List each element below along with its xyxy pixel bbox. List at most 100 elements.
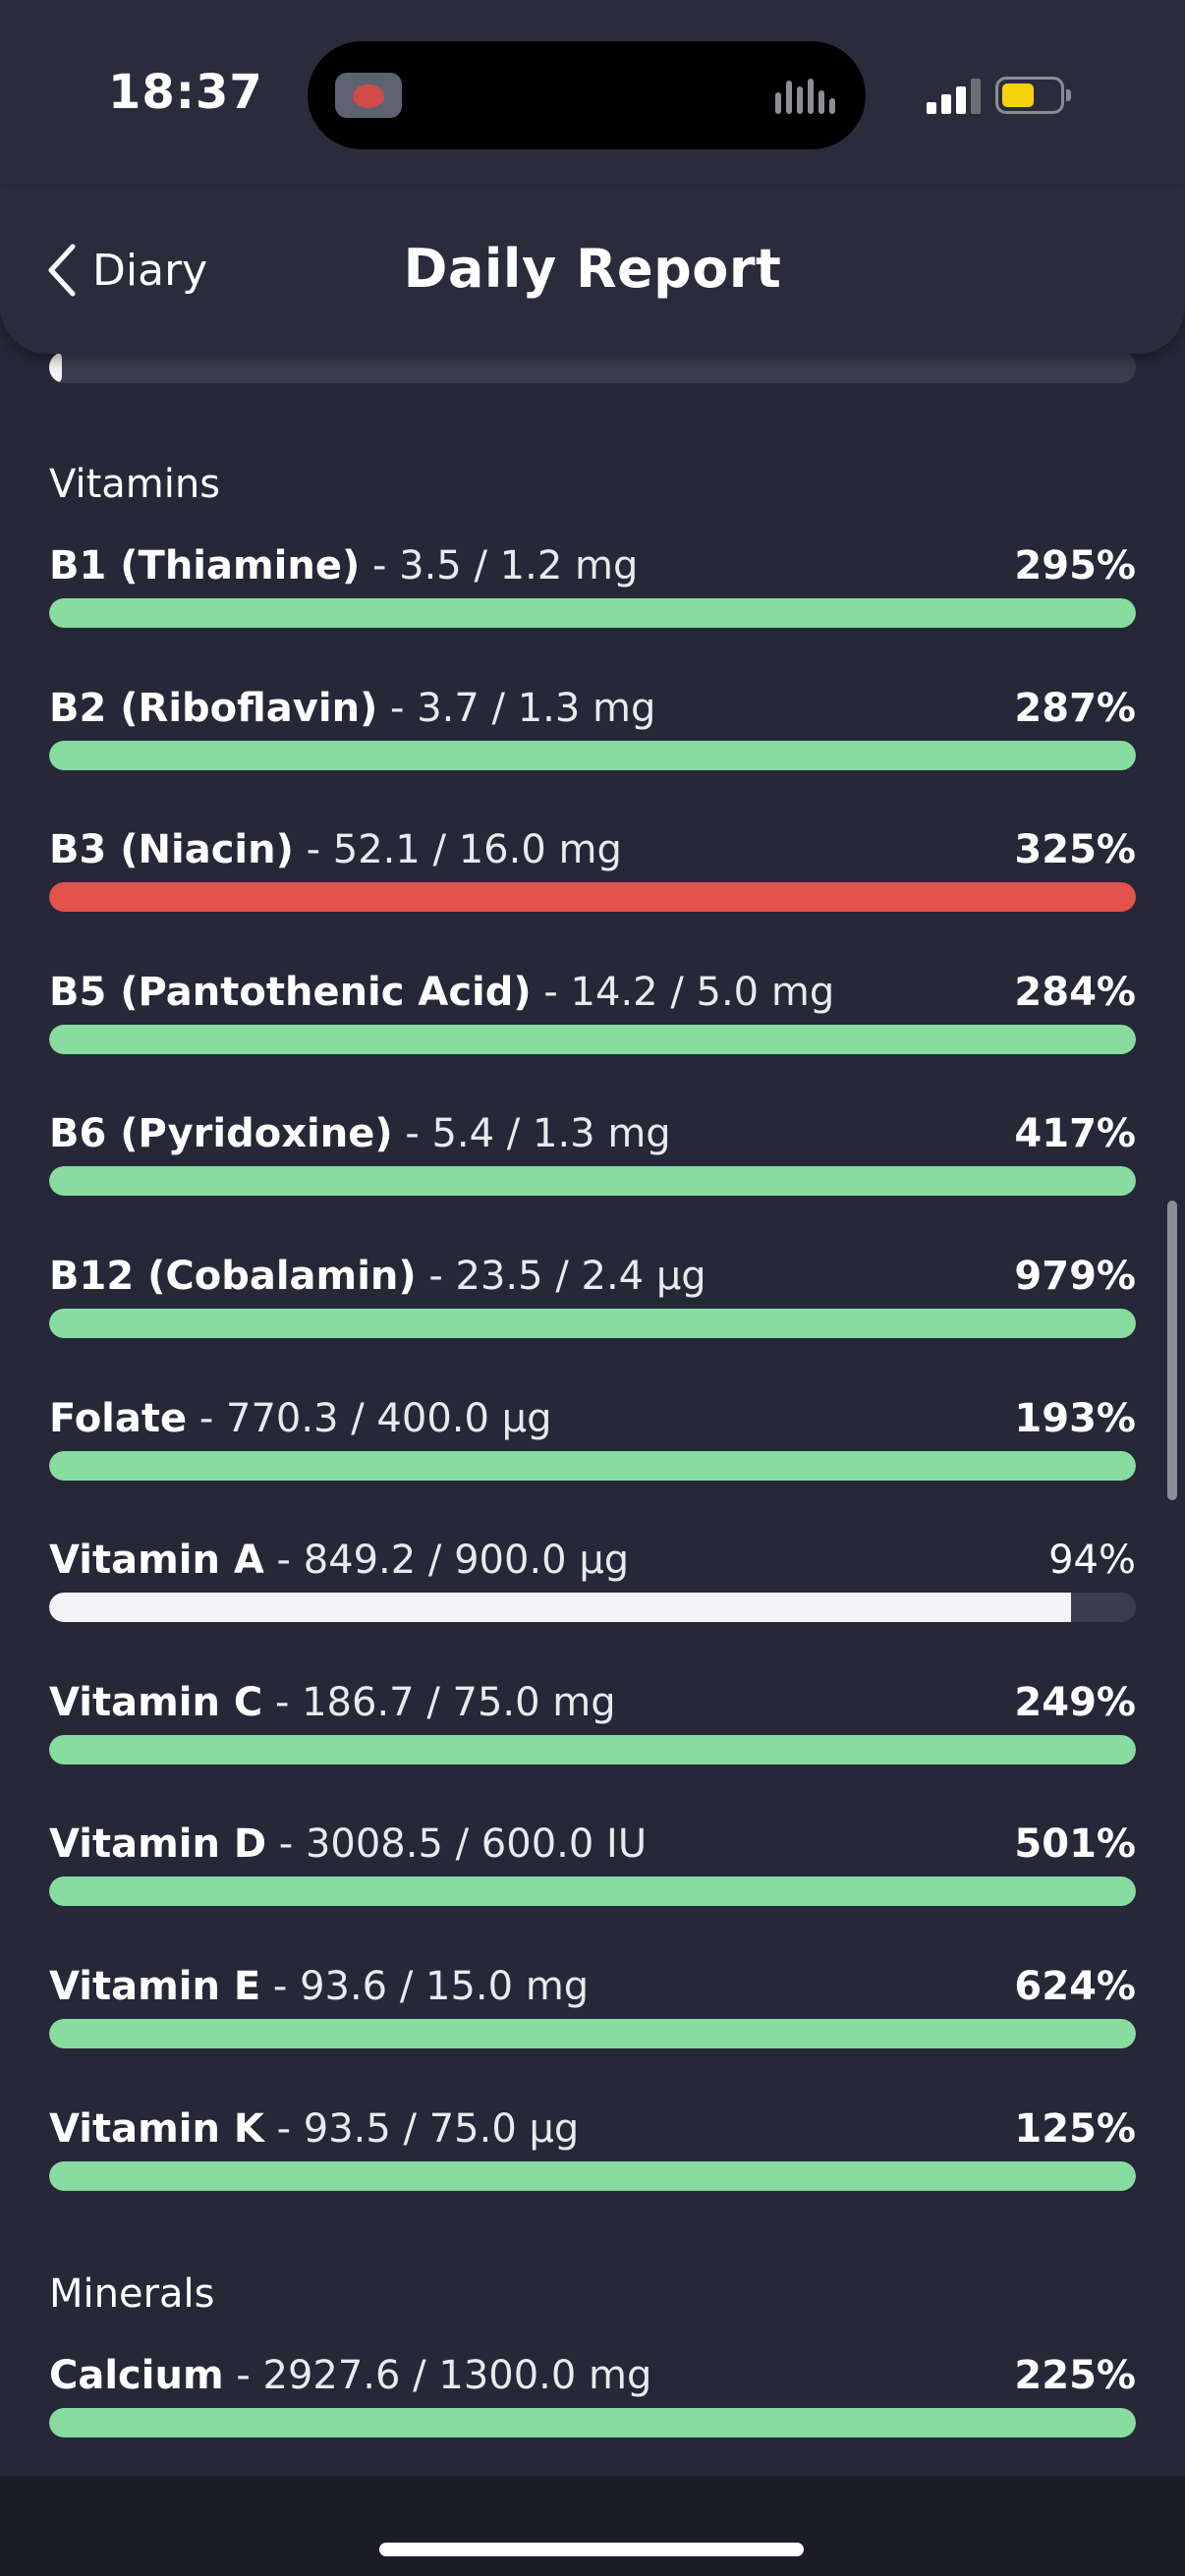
nutrient-row[interactable]: Vitamin D - 3008.5 / 600.0 IU 501% [49, 1821, 1136, 1920]
nutrient-percent: 193% [1014, 1395, 1136, 1441]
nutrient-row[interactable]: B2 (Riboflavin) - 3.7 / 1.3 mg 287% [49, 686, 1136, 784]
nutrient-label: Calcium - 2927.6 / 1300.0 mg [49, 2353, 651, 2398]
nutrient-row[interactable]: B3 (Niacin) - 52.1 / 16.0 mg 325% [49, 827, 1136, 925]
section-heading-vitamins: Vitamins [49, 462, 221, 507]
nutrient-amount: - 93.6 / 15.0 mg [260, 1964, 590, 2009]
page-title: Daily Report [403, 238, 782, 300]
nutrient-name: Vitamin D [49, 1821, 267, 1868]
nutrient-label: B3 (Niacin) - 52.1 / 16.0 mg [49, 827, 622, 872]
nutrient-amount: - 14.2 / 5.0 mg [531, 969, 835, 1015]
progress-bar [49, 1450, 1136, 1481]
progress-bar [49, 1734, 1136, 1764]
nutrient-amount: - 2927.6 / 1300.0 mg [223, 2353, 652, 2398]
progress-bar [49, 2019, 1136, 2048]
nutrient-amount: - 849.2 / 900.0 µg [263, 1538, 630, 1584]
nutrient-row[interactable]: Folate - 770.3 / 400.0 µg 193% [49, 1396, 1136, 1494]
status-bar: 18:37 [0, 0, 1185, 187]
nutrient-name: B2 (Riboflavin) [49, 685, 378, 731]
progress-fill [49, 2160, 1136, 2191]
progress-fill [49, 1593, 1071, 1623]
nutrient-percent: 979% [1014, 1254, 1136, 1299]
progress-bar [49, 2408, 1136, 2437]
nutrient-row[interactable]: B5 (Pantothenic Acid) - 14.2 / 5.0 mg 284… [49, 970, 1136, 1068]
nutrient-name: B12 (Cobalamin) [49, 1254, 417, 1299]
progress-fill [49, 1876, 1136, 1907]
back-button[interactable]: Diary [47, 236, 207, 305]
progress-bar [49, 1593, 1136, 1623]
nutrient-label: B12 (Cobalamin) - 23.5 / 2.4 µg [49, 1254, 706, 1299]
progress-fill [49, 2019, 1136, 2048]
nutrient-label: Vitamin D - 3008.5 / 600.0 IU [49, 1821, 647, 1867]
progress-bar [49, 1876, 1136, 1907]
previous-progress-bar [49, 352, 1136, 383]
nutrient-row[interactable]: Vitamin A - 849.2 / 900.0 µg 94% [49, 1538, 1136, 1636]
nutrient-name: B1 (Thiamine) [49, 543, 361, 588]
home-indicator[interactable] [379, 2543, 804, 2556]
nutrient-percent: 249% [1014, 1679, 1136, 1725]
nutrient-row[interactable]: Vitamin C - 186.7 / 75.0 mg 249% [49, 1680, 1136, 1778]
nutrient-row[interactable]: B1 (Thiamine) - 3.5 / 1.2 mg 295% [49, 543, 1136, 642]
progress-fill [49, 2408, 1136, 2437]
progress-bar [49, 2160, 1136, 2191]
progress-bar [49, 1024, 1136, 1054]
nutrient-row[interactable]: Vitamin E - 93.6 / 15.0 mg 624% [49, 1964, 1136, 2062]
nutrient-label: B5 (Pantothenic Acid) - 14.2 / 5.0 mg [49, 970, 834, 1015]
nutrient-label: B1 (Thiamine) - 3.5 / 1.2 mg [49, 543, 638, 588]
cellular-signal-icon [927, 79, 982, 114]
nutrient-name: Vitamin K [49, 2105, 264, 2152]
nutrient-percent: 325% [1014, 827, 1136, 873]
progress-fill [49, 1450, 1136, 1481]
progress-bar [49, 598, 1136, 628]
nutrient-amount: - 23.5 / 2.4 µg [416, 1254, 706, 1299]
nutrient-row[interactable]: Vitamin K - 93.5 / 75.0 µg 125% [49, 2106, 1136, 2205]
nutrient-name: Vitamin E [49, 1964, 261, 2009]
progress-bar [49, 882, 1136, 913]
scroll-indicator[interactable] [1167, 1201, 1177, 1500]
progress-bar [49, 740, 1136, 770]
progress-fill [49, 1166, 1136, 1197]
report-scroll-view[interactable]: Vitamins B1 (Thiamine) - 3.5 / 1.2 mg 295… [0, 0, 1185, 2476]
nutrient-percent: 417% [1014, 1111, 1136, 1157]
nutrient-amount: - 3008.5 / 600.0 IU [266, 1821, 648, 1868]
nutrient-amount: - 3.5 / 1.2 mg [360, 543, 639, 588]
nutrient-amount: - 5.4 / 1.3 mg [392, 1111, 671, 1157]
nutrient-label: Folate - 770.3 / 400.0 µg [49, 1396, 552, 1441]
nutrient-amount: - 186.7 / 75.0 mg [262, 1679, 616, 1725]
navigation-header: Diary Daily Report [0, 187, 1185, 354]
nutrient-row[interactable]: Calcium - 2927.6 / 1300.0 mg 225% [49, 2353, 1136, 2451]
nutrient-name: B3 (Niacin) [49, 827, 294, 873]
progress-fill [49, 1734, 1136, 1764]
nutrient-percent: 125% [1014, 2105, 1136, 2152]
back-button-label: Diary [92, 245, 208, 296]
status-time: 18:37 [108, 65, 263, 120]
progress-bar [49, 1309, 1136, 1338]
nutrient-name: B5 (Pantothenic Acid) [49, 969, 532, 1015]
nutrient-amount: - 3.7 / 1.3 mg [377, 685, 656, 731]
nutrient-percent: 225% [1014, 2353, 1136, 2398]
nutrient-label: Vitamin C - 186.7 / 75.0 mg [49, 1680, 616, 1725]
nutrient-name: Vitamin C [49, 1679, 263, 1725]
progress-fill [49, 740, 1136, 770]
progress-fill [49, 1309, 1136, 1338]
progress-bar [49, 1166, 1136, 1197]
nutrient-label: B6 (Pyridoxine) - 5.4 / 1.3 mg [49, 1111, 671, 1156]
nutrient-percent: 287% [1014, 685, 1136, 731]
nutrient-row[interactable]: B12 (Cobalamin) - 23.5 / 2.4 µg 979% [49, 1254, 1136, 1352]
nutrient-label: B2 (Riboflavin) - 3.7 / 1.3 mg [49, 686, 655, 731]
battery-icon [995, 77, 1071, 114]
bottom-safe-area [0, 2476, 1185, 2576]
nutrient-percent: 284% [1014, 969, 1136, 1015]
nutrient-percent: 501% [1014, 1821, 1136, 1868]
progress-fill [49, 598, 1136, 628]
nutrient-name: B6 (Pyridoxine) [49, 1111, 393, 1157]
nutrient-percent: 624% [1014, 1964, 1136, 2009]
nutrient-percent: 94% [1048, 1538, 1136, 1584]
nutrient-label: Vitamin A - 849.2 / 900.0 µg [49, 1538, 629, 1583]
nutrient-percent: 295% [1014, 543, 1136, 588]
audio-waveform-icon [775, 79, 836, 114]
nutrient-name: Folate [49, 1395, 188, 1441]
nutrient-name: Calcium [49, 2353, 224, 2398]
nutrient-name: Vitamin A [49, 1538, 264, 1584]
progress-fill [49, 882, 1136, 913]
nutrient-row[interactable]: B6 (Pyridoxine) - 5.4 / 1.3 mg 417% [49, 1111, 1136, 1209]
